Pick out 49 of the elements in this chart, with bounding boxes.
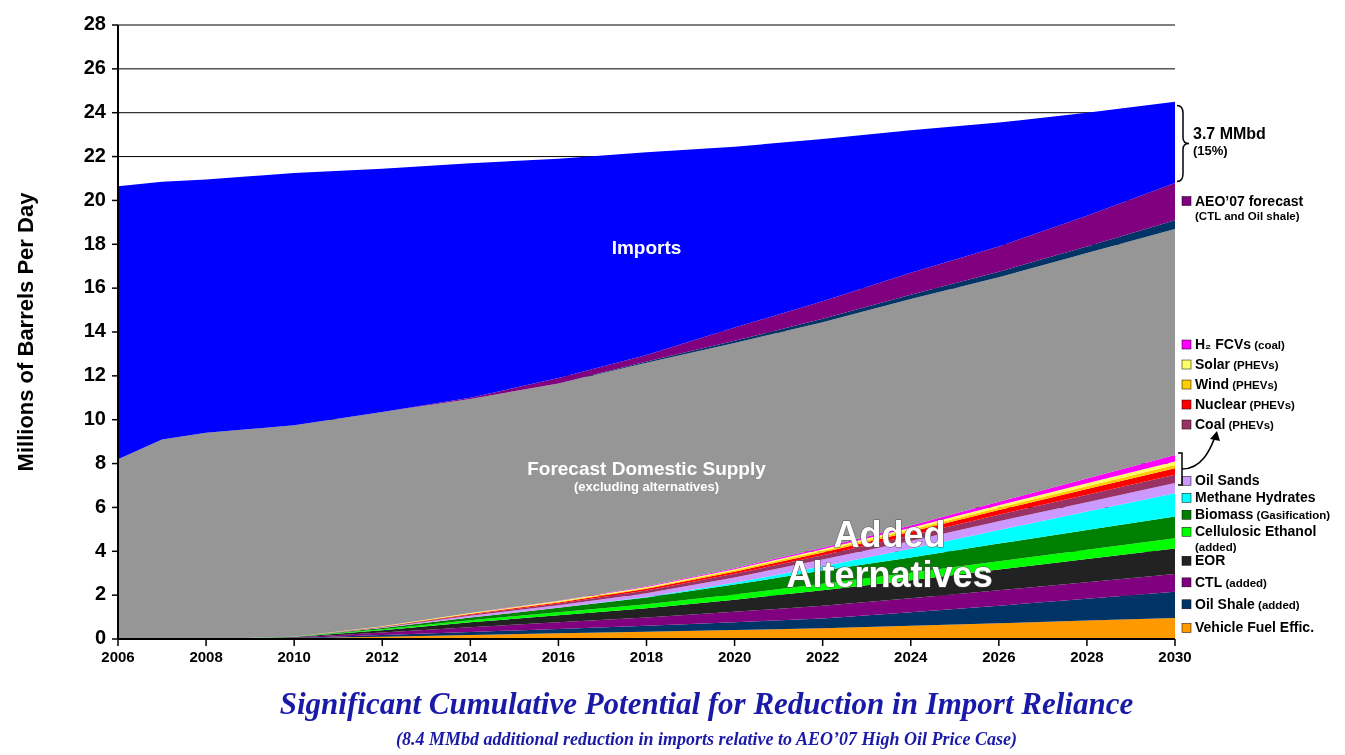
x-tick-label: 2018 xyxy=(629,648,664,665)
series-label: Forecast Domestic Supply (excluding alternatives) xyxy=(527,457,767,494)
legend-label: Oil Shale (added) xyxy=(1195,595,1300,612)
x-tick-label: 2016 xyxy=(541,648,576,665)
legend-label: AEO’07 forecast (CTL and Oil shale) xyxy=(1195,192,1304,223)
x-tick-label: 2030 xyxy=(1158,648,1192,665)
x-tick-label: 2026 xyxy=(982,648,1016,665)
y-tick-label: 4 xyxy=(94,538,107,561)
y-tick-label: 6 xyxy=(94,494,106,517)
x-tick-label: 2028 xyxy=(1070,648,1104,665)
legend-label: Vehicle Fuel Effic. xyxy=(1195,619,1315,636)
text: (8.4 MMbd additional reduction in imports relative to AEO’07 High Oil Price Case) xyxy=(396,729,1017,750)
y-tick-label: 28 xyxy=(83,12,106,35)
legend-label: EOR xyxy=(1195,552,1226,569)
y-tick-label: 22 xyxy=(83,143,106,166)
y-tick-label: 2 xyxy=(94,582,106,605)
y-tick-label: 20 xyxy=(83,187,106,210)
legend-label: CTL (added) xyxy=(1195,573,1268,590)
x-tick-label: 2020 xyxy=(717,648,752,665)
legend-label: Nuclear (PHEVs) xyxy=(1195,396,1296,413)
legend-label: Biomass (Gasification) xyxy=(1195,506,1331,523)
x-tick-label: 2008 xyxy=(189,648,223,665)
y-tick-label: 0 xyxy=(94,626,106,649)
x-tick-label: 2012 xyxy=(365,648,399,665)
x-tick-label: 2006 xyxy=(101,648,135,665)
y-tick-label: 16 xyxy=(83,275,106,298)
y-tick-label: 8 xyxy=(94,450,106,473)
y-tick-label: 24 xyxy=(83,100,107,122)
legend-label: Wind (PHEVs) xyxy=(1195,376,1278,393)
y-tick-label: 26 xyxy=(83,56,106,79)
legend-label: Solar (PHEVs) xyxy=(1195,356,1279,373)
series-label: Imports xyxy=(611,236,682,258)
legend-label: H₂ FCVs (coal) xyxy=(1195,336,1286,353)
x-tick-label: 2024 xyxy=(894,648,929,665)
y-tick-label: 10 xyxy=(83,407,106,429)
text: Significant Cumulative Potential for Reduction in Import Reliance xyxy=(279,686,1134,721)
legend-label: Oil Sands xyxy=(1195,472,1260,489)
legend-label: Cellulosic Ethanol (added) xyxy=(1195,523,1317,553)
y-axis-title: Millions of Barrels Per Day xyxy=(13,191,38,472)
legend-label: Coal (PHEVs) xyxy=(1195,416,1275,433)
annotation: 3.7 MMbd (15%) xyxy=(1193,125,1266,159)
annotation: Added Alternatives xyxy=(786,513,993,595)
x-tick-label: 2010 xyxy=(277,648,311,665)
y-tick-label: 18 xyxy=(83,231,106,254)
y-tick-label: 12 xyxy=(83,363,106,386)
x-tick-label: 2022 xyxy=(805,648,840,665)
y-tick-label: 14 xyxy=(83,319,107,342)
x-tick-label: 2014 xyxy=(453,648,488,665)
legend-label: Methane Hydrates xyxy=(1195,489,1316,506)
